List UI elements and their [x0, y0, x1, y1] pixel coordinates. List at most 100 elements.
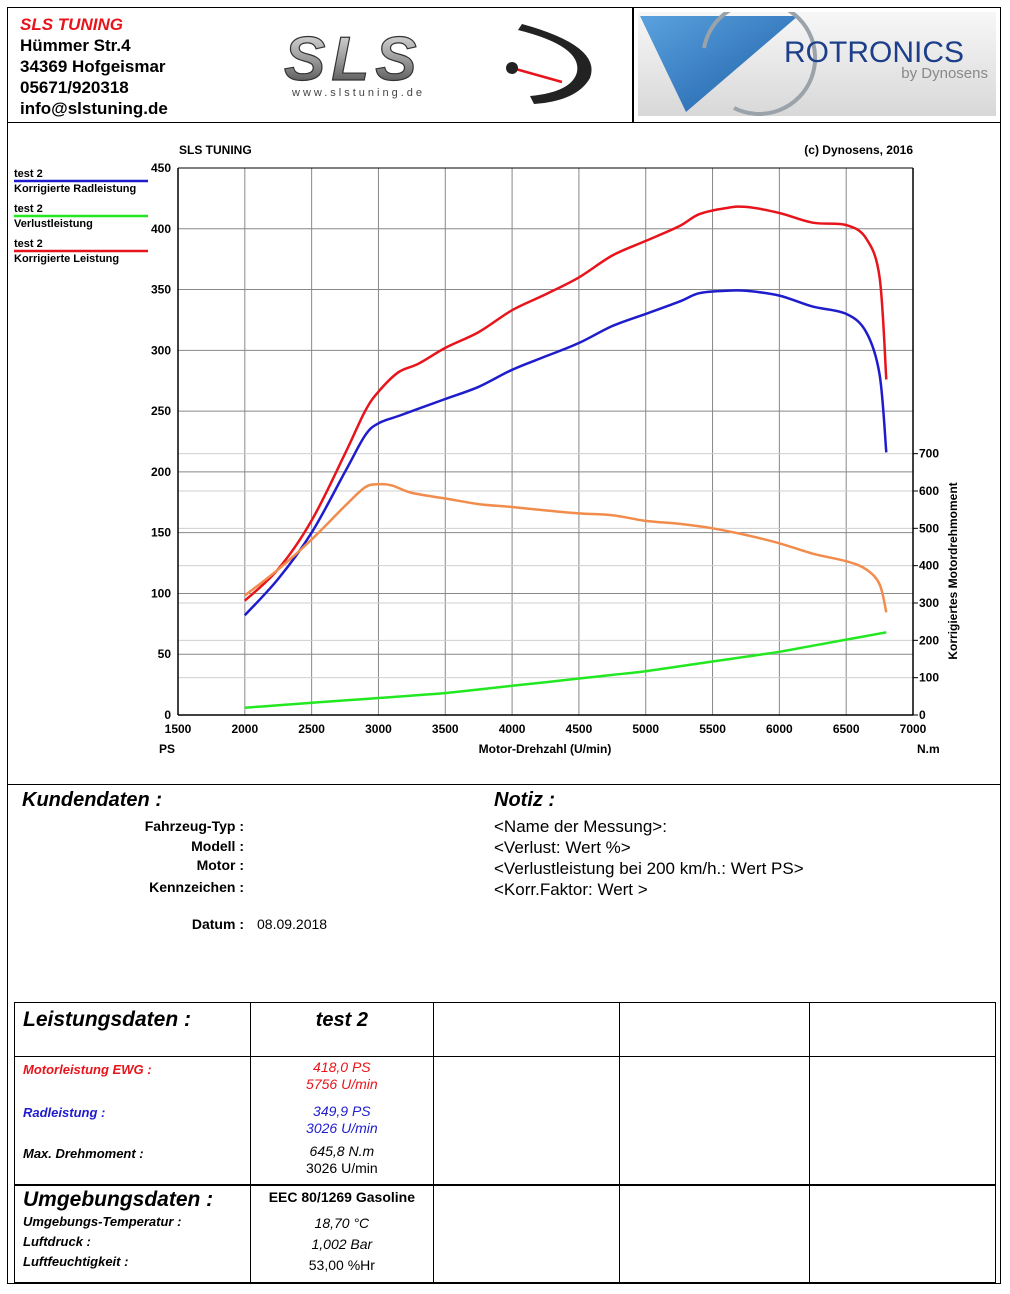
leistung-values-cell: 418,0 PS 5756 U/min 349,9 PS 3026 U/min … [249, 1056, 434, 1185]
y-right-label: Korrigiertes Motordrehmoment [946, 482, 960, 659]
y-left-tick-label: 300 [151, 343, 171, 357]
x-tick-label: 4500 [566, 722, 593, 736]
notiz-line: <Verlust: Wert %> [494, 838, 631, 857]
y-right-tick-label: 200 [919, 633, 939, 647]
empty-cell [432, 1183, 620, 1283]
x-tick-label: 6500 [833, 722, 860, 736]
x-tick-label: 2000 [231, 722, 258, 736]
legend-series-label: Korrigierte Radleistung [14, 183, 136, 195]
kd-value-datum: 08.09.2018 [257, 916, 328, 932]
logo-url: www.slstuning.de [291, 87, 425, 99]
page-frame [7, 7, 1001, 1284]
feuchte-label: Luftfeuchtigkeit : [23, 1253, 129, 1269]
druck-label: Luftdruck : [23, 1233, 91, 1249]
logo-needle-hub [506, 62, 518, 74]
y-left-unit: PS [159, 742, 175, 756]
temp-label: Umgebungs-Temperatur : [23, 1213, 182, 1229]
temp-value: 18,70 °C [314, 1214, 370, 1231]
kundendaten-title: Kundendaten : [22, 789, 162, 811]
test-name: test 2 [315, 1009, 368, 1031]
y-right-tick-label: 700 [919, 447, 939, 461]
y-left-tick-label: 250 [151, 404, 171, 418]
y-left-tick-label: 0 [164, 708, 171, 722]
motorleistung-rpm: 5756 U/min [306, 1076, 378, 1092]
x-tick-label: 4000 [499, 722, 526, 736]
test-header-cell: test 2 [249, 1002, 434, 1057]
legend-test-label: test 2 [14, 238, 43, 250]
empty-cell [809, 1056, 996, 1185]
empty-cell [809, 1002, 996, 1057]
rotronics-logo: ROTRONICS by Dynosens [638, 12, 996, 116]
leistungsdaten-title: Leistungsdaten : [23, 1008, 192, 1031]
notiz-line: <Verlustleistung bei 200 km/h.: Wert PS> [494, 859, 804, 878]
legend-test-label: test 2 [14, 168, 43, 180]
druck-value: 1,002 Bar [311, 1235, 373, 1252]
plot-background [178, 168, 913, 715]
x-tick-label: 3000 [365, 722, 392, 736]
x-tick-label: 5000 [632, 722, 659, 736]
logo-ring [702, 12, 818, 116]
notiz-title: Notiz : [494, 789, 556, 811]
chart-area: SLS TUNING (c) Dynosens, 2016 test 2 Korr… [7, 123, 1001, 785]
x-tick-label: 1500 [165, 722, 192, 736]
header-divider [632, 7, 634, 123]
x-tick-label: 7000 [900, 722, 927, 736]
x-tick-label: 6000 [766, 722, 793, 736]
leistungsdaten-header-cell: Leistungsdaten : [14, 1002, 251, 1057]
email: info@slstuning.de [20, 99, 168, 118]
logo-rotronics-text: ROTRONICS [784, 36, 964, 69]
empty-cell [618, 1002, 811, 1057]
y-left-tick-label: 100 [151, 586, 171, 600]
logo-triangle [640, 16, 798, 112]
feuchte-value: 53,00 %Hr [308, 1256, 375, 1273]
empty-cell [618, 1056, 811, 1185]
phone: 05671/920318 [20, 78, 129, 97]
logo-sls-text: SLS [284, 25, 423, 94]
street: Hümmer Str.4 [20, 36, 131, 55]
y-right-unit: N.m [917, 742, 940, 756]
y-right-tick-label: 500 [919, 521, 939, 535]
y-right-tick-label: 600 [919, 484, 939, 498]
y-left-tick-label: 200 [151, 465, 171, 479]
x-tick-label: 5500 [699, 722, 726, 736]
legend-test-label: test 2 [14, 203, 43, 215]
series-line-korrigierte-radleistung [243, 289, 888, 617]
norm-name: EEC 80/1269 Gasoline [268, 1188, 415, 1205]
chart-legend: test 2 Korrigierte Radleistung test 2 Verlu… [14, 168, 148, 265]
legend-series-label: Verlustleistung [14, 218, 93, 230]
y-left-tick-label: 400 [151, 222, 171, 236]
chart-series [243, 205, 888, 709]
y-right-tick-label: 0 [919, 708, 926, 722]
y-left-tick-label: 50 [158, 647, 172, 661]
empty-cell [432, 1056, 620, 1185]
series-line-korrigierte-leistung [243, 205, 888, 602]
empty-cell [809, 1183, 996, 1283]
city: 34369 Hofgeismar [20, 57, 166, 76]
y-left-tick-label: 150 [151, 526, 171, 540]
drehmoment-nm: 645,8 N.m [309, 1143, 375, 1159]
y-right-tick-label: 300 [919, 596, 939, 610]
x-tick-label: 2500 [298, 722, 325, 736]
umgebung-values-cell: EEC 80/1269 Gasoline 18,70 °C 1,002 Bar … [249, 1183, 434, 1283]
series-line-verlustleistung [244, 631, 887, 709]
notiz-line: <Korr.Faktor: Wert > [494, 880, 648, 899]
kd-label-kennzeichen: Kennzeichen : [149, 879, 244, 895]
umgebungsdaten-title: Umgebungsdaten : [23, 1187, 214, 1211]
empty-cell [618, 1183, 811, 1283]
kd-label-motor: Motor : [196, 857, 244, 873]
y-left-tick-label: 350 [151, 283, 171, 297]
series-line-korrigiertes-motordrehmoment [244, 482, 888, 613]
legend-series-label: Korrigierte Leistung [14, 253, 119, 265]
chart-grid [177, 167, 914, 716]
logo-swoosh [518, 24, 592, 104]
radleistung-rpm: 3026 U/min [306, 1120, 378, 1136]
notiz-line: <Name der Messung>: [494, 817, 667, 836]
kd-label-modell: Modell : [191, 838, 244, 854]
y-right-tick-label: 400 [919, 559, 939, 573]
kd-label-datum: Datum : [191, 916, 244, 932]
chart-title-left: SLS TUNING [179, 143, 252, 157]
chart-title-right: (c) Dynosens, 2016 [804, 143, 913, 157]
umgebung-labels-cell: Umgebungsdaten : Umgebungs-Temperatur : … [14, 1183, 251, 1283]
performance-table: Leistungsdaten : test 2 Motorleistung EW… [14, 1002, 996, 1283]
kd-label-fahrzeug: Fahrzeug-Typ : [144, 818, 244, 834]
